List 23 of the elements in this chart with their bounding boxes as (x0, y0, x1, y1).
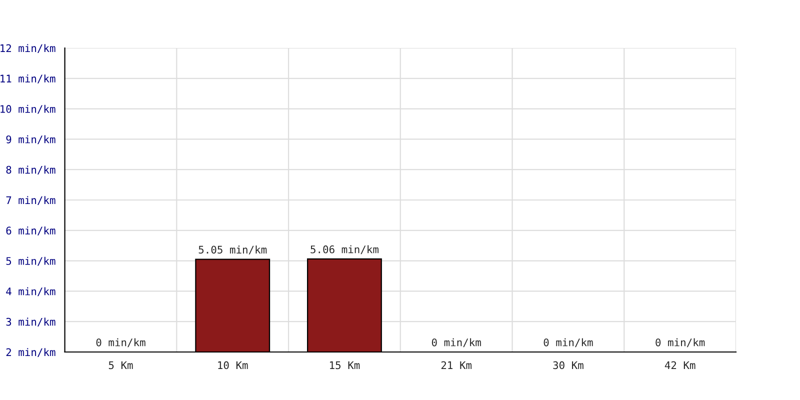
text: 0 min/km (544, 338, 593, 348)
data-label: 5.06 min/km (310, 245, 378, 254)
y-tick-label: 12 min/km (0, 44, 56, 53)
x-tick-label: 42 Km (664, 361, 696, 369)
y-tick-label: 9 min/km (6, 135, 56, 144)
text: 0 min/km (432, 338, 481, 348)
y-tick-label: 3 min/km (6, 318, 56, 327)
y-tick-label: 10 min/km (0, 104, 56, 114)
y-tick-label: 2 min/km (6, 348, 56, 357)
y-tick-label: 7 min/km (6, 196, 56, 205)
y-tick-label: 4 min/km (6, 287, 56, 296)
y-tick-label: 5 min/km (6, 256, 56, 266)
x-tick-label: 10 Km (218, 361, 248, 370)
x-tick-label: 30 Km (553, 361, 584, 370)
x-tick-label: 15 Km (330, 361, 360, 370)
text: 0 min/km (656, 338, 705, 348)
x-tick-label: 5 Km (108, 361, 133, 370)
x-tick-label: 21 Km (441, 361, 472, 369)
y-tick-label: 11 min/km (0, 74, 56, 84)
y-tick-label: 8 min/km (6, 166, 56, 175)
data-label: 5.05 min/km (198, 246, 267, 254)
text: 0 min/km (96, 338, 146, 348)
y-tick-label: 6 min/km (6, 226, 56, 236)
